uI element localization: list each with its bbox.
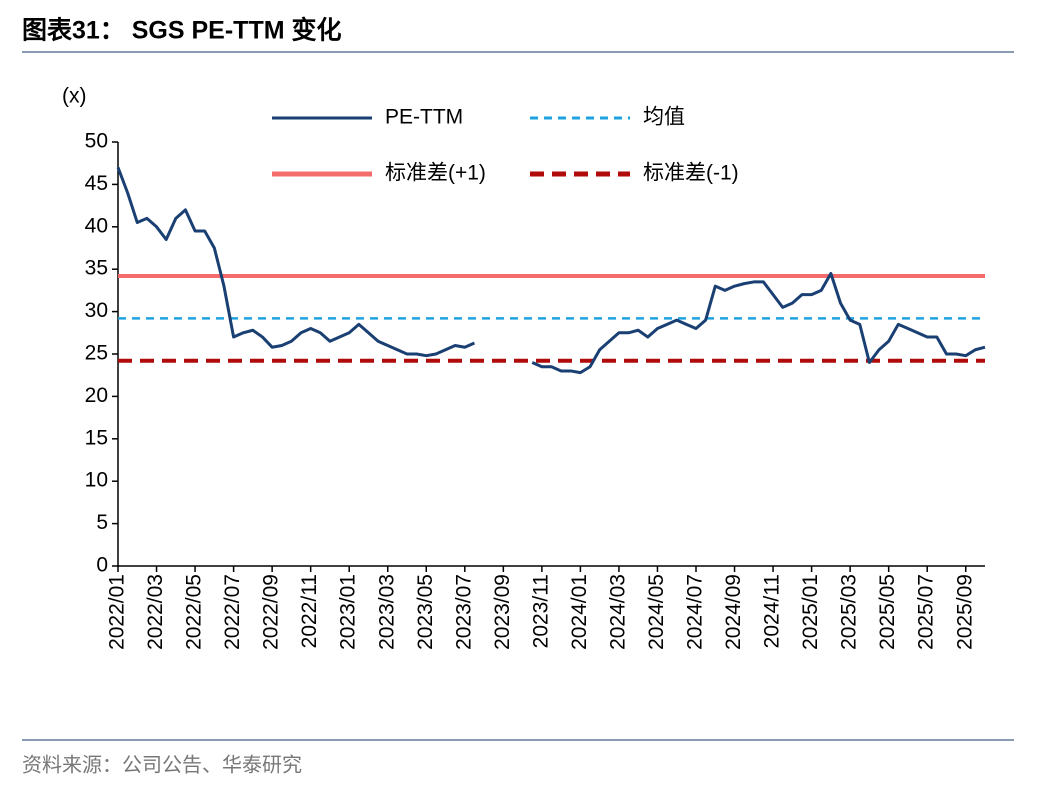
y-tick-label: 35 [85,257,108,280]
source: 资料来源：公司公告、华泰研究 [22,753,302,776]
x-tick-label: 2023/05 [414,574,437,650]
x-tick-label: 2023/03 [375,574,398,650]
legend-label: PE-TTM [385,106,463,129]
x-tick-label: 2024/01 [568,574,591,650]
x-tick-label: 2022/01 [106,574,129,650]
chart-title: 图表31： SGS PE-TTM 变化 [22,16,341,45]
x-tick-label: 2024/09 [722,574,745,650]
y-tick-label: 50 [85,130,108,153]
x-tick-label: 2025/01 [799,574,822,650]
y-tick-label: 45 [85,172,108,195]
x-tick-label: 2023/07 [452,574,475,650]
y-tick-label: 0 [96,554,108,577]
line [116,166,476,358]
x-tick-label: 2022/11 [298,574,321,648]
y-unit: (x) [62,85,87,108]
x-tick-label: 2024/05 [645,574,668,650]
y-tick-label: 5 [96,511,108,534]
legend-label: 标准差(+1) [385,162,486,185]
y-tick-label: 30 [85,299,108,322]
legend-label: 标准差(-1) [643,162,739,185]
y-tick-label: 25 [85,342,108,365]
x-tick-label: 2025/07 [915,574,938,650]
line [531,271,986,375]
x-tick-label: 2023/01 [337,574,360,650]
x-tick-label: 2022/07 [221,574,244,650]
x-tick-label: 2024/11 [761,574,784,648]
x-tick-label: 2023/11 [529,574,552,648]
x-tick-label: 2022/05 [183,574,206,650]
y-tick-label: 10 [85,469,108,492]
y-tick-label: 20 [85,384,108,407]
x-tick-label: 2025/09 [953,574,976,650]
y-tick-label: 40 [85,214,108,237]
y-tick-label: 15 [85,426,108,449]
x-tick-label: 2024/07 [684,574,707,650]
legend-label: 均值 [643,106,685,129]
x-tick-label: 2025/03 [838,574,861,650]
x-tick-label: 2023/09 [491,574,514,650]
x-tick-label: 2024/03 [606,574,629,650]
x-tick-label: 2022/09 [260,574,283,650]
x-tick-label: 2022/03 [144,574,167,650]
x-tick-label: 2025/05 [876,574,899,650]
